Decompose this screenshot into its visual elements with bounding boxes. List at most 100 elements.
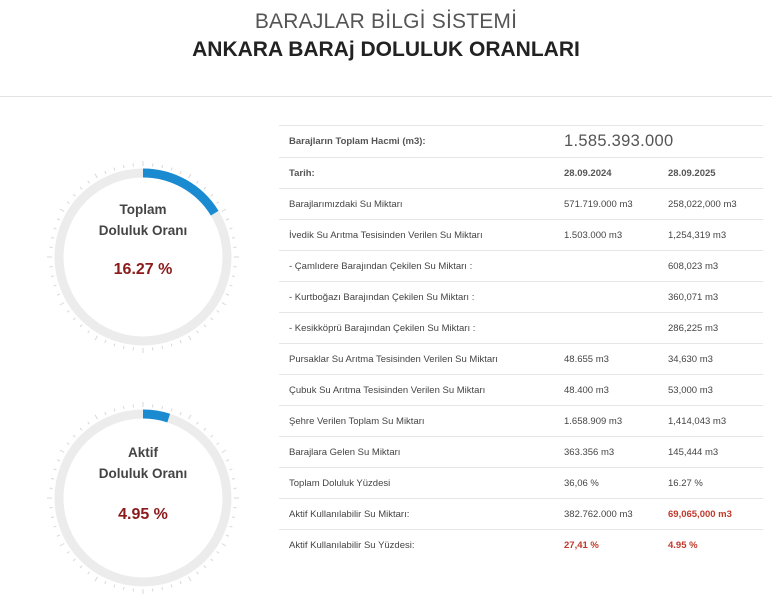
gauge-tick [196,572,198,574]
gauge-tick [226,294,229,295]
row-value-2024: 1.658.909 m3 [554,406,658,437]
table-row: Çubuk Su Arıtma Tesisinden Verilen Su Mi… [279,375,763,406]
gauge-tick [88,181,90,183]
gauge-tick [114,409,115,412]
gauge-label: Aktif Doluluk Oranı [43,442,243,484]
row-label: - Kesikköprü Barajından Çekilen Su Mikta… [279,313,554,344]
gauge-label: Toplam Doluluk Oranı [43,199,243,241]
gauge-tick [123,165,124,168]
gauge-tick [230,526,233,527]
gauge-label-line1: Aktif [43,442,243,463]
gauge-tick [123,406,124,409]
row-value-2025: 69,065,000 m3 [658,499,763,530]
gauge-tick [95,174,98,178]
gauge-ticks [47,161,239,353]
row-value-2025: 145,444 m3 [658,437,763,468]
gauge-value: 16.27 % [43,261,243,279]
gauge-tick [114,168,115,171]
gauge-tick [60,544,64,547]
gauge-tick [204,566,206,568]
gauge-tick [189,174,192,178]
gauge-track [59,414,227,582]
gauge-tick [211,435,213,437]
gauge-tick [180,581,181,584]
row-label: - Çamlıdere Barajından Çekilen Su Miktar… [279,251,554,282]
system-title: BARAJLAR BİLGİ SİSTEMİ [0,10,772,34]
active-fill-gauge: Aktif Doluluk Oranı 4.95 % [43,398,243,598]
row-label: Barajlarımızdaki Su Miktarı [279,189,554,220]
row-value-2024: 1.503.000 m3 [554,220,658,251]
row-label: Pursaklar Su Arıtma Tesisinden Verilen S… [279,344,554,375]
gauge-tick [171,168,172,171]
gauge-tick [217,310,219,312]
gauge-tick [80,325,82,327]
total-volume-row: Barajların Toplam Hacmi (m3): 1.585.393.… [279,126,763,158]
gauge-tick [57,535,60,536]
date-2024: 28.09.2024 [554,158,658,189]
gauge-tick [95,336,98,340]
gauge-tick [230,285,233,286]
gauge-tick [73,194,75,196]
gauge-label-line2: Doluluk Oranı [43,463,243,484]
gauge-tick [105,412,106,415]
row-value-2024 [554,251,658,282]
gauge-tick [105,340,106,343]
row-value-2025-highlight: 69,065,000 m3 [668,509,732,520]
row-value-2025: 4.95 % [658,530,763,561]
gauge-tick [105,581,106,584]
gauge-tick [80,428,82,430]
row-label: Şehre Verilen Toplam Su Miktarı [279,406,554,437]
table-row: - Kurtboğazı Barajından Çekilen Su Mikta… [279,282,763,313]
gauge-tick [217,551,219,553]
gauge-tick [211,194,213,196]
row-value-2024: 48.655 m3 [554,344,658,375]
gauge-tick [180,412,181,415]
total-volume-label: Barajların Toplam Hacmi (m3): [279,126,554,158]
row-value-2024: 48.400 m3 [554,375,658,406]
gauge-tick [196,422,198,424]
gauge-label-line2: Doluluk Oranı [43,220,243,241]
gauge-tick [211,318,213,320]
active-fill-gauge-svg [43,398,243,598]
gauge-tick [67,310,69,312]
gauge-tick [211,559,213,561]
date-label: Tarih: [279,158,554,189]
gauge-tick [54,526,57,527]
row-value-2024 [554,313,658,344]
row-value-2024: 27,41 % [554,530,658,561]
gauge-tick [67,551,69,553]
table-row: - Kesikköprü Barajından Çekilen Su Mikta… [279,313,763,344]
gauge-label-line1: Toplam [43,199,243,220]
gauge-tick [80,187,82,189]
gauge-tick [171,585,172,588]
row-value-2025: 16.27 % [658,468,763,499]
gauge-tick [88,331,90,333]
table-row: Aktif Kullanılabilir Su Yüzdesi:27,41 %4… [279,530,763,561]
row-value-2025: 360,071 m3 [658,282,763,313]
row-value-2024: 363.356 m3 [554,437,658,468]
gauge-fill-arc [143,414,169,418]
gauge-tick [73,435,75,437]
gauge-tick [123,346,124,349]
total-fill-gauge-svg [43,157,243,357]
row-label: Barajlara Gelen Su Miktarı [279,437,554,468]
gauge-tick [171,344,172,347]
table-row: - Çamlıdere Barajından Çekilen Su Miktar… [279,251,763,282]
gauge-tick [162,165,163,168]
gauge-tick [88,572,90,574]
gauge-tick [196,331,198,333]
gauge-tick [180,340,181,343]
gauge-ticks [47,402,239,594]
row-value-2024: 382.762.000 m3 [554,499,658,530]
header-divider [0,96,772,97]
gauge-tick [114,585,115,588]
gauge-value: 4.95 % [43,506,243,524]
gauge-tick [80,566,82,568]
total-volume-value: 1.585.393.000 [554,126,763,158]
gauge-tick [204,428,206,430]
table-row: Pursaklar Su Arıtma Tesisinden Verilen S… [279,344,763,375]
table-row: İvedik Su Arıtma Tesisinden Verilen Su M… [279,220,763,251]
row-value-2025: 608,023 m3 [658,251,763,282]
